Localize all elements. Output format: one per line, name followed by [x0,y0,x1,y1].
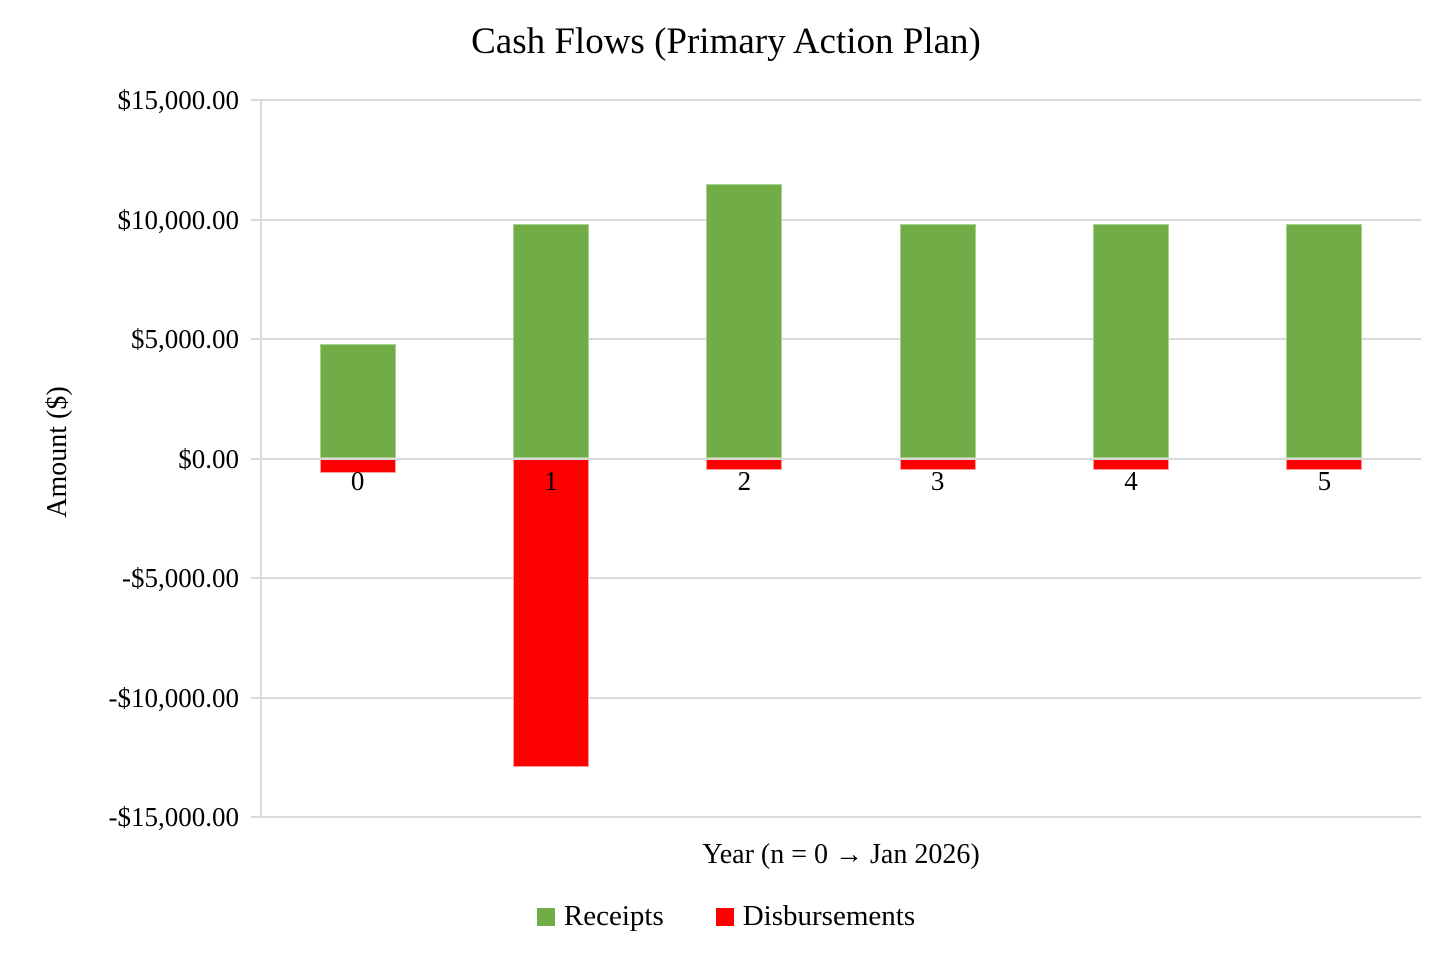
bar-receipts-year-3 [899,224,976,459]
y-tick-label: -$10,000.00 [108,682,240,713]
x-category-label: 0 [350,465,365,496]
legend-swatch-icon [536,907,555,926]
legend-swatch-icon [715,907,734,926]
x-category-label: 1 [544,465,558,496]
y-tick-mark [251,457,261,460]
zero-axis-line [261,457,1421,460]
y-tick-mark [251,218,261,221]
bar-receipts-year-5 [1286,224,1363,459]
category-slot: 5 [1228,100,1421,817]
gridline [261,218,1421,221]
y-tick-label: $5,000.00 [131,324,239,354]
gridline [261,577,1421,579]
x-category-label: 5 [1317,465,1332,496]
y-tick-label: $15,000.00 [117,85,240,115]
y-tick-mark [251,338,261,340]
y-tick-label: -$5,000.00 [122,563,239,593]
y-tick-label: -$15,000.00 [108,802,240,832]
category-slot: 3 [841,100,1034,817]
legend: Receipts Disbursements [0,900,1452,933]
gridline [261,338,1421,340]
plot-area: $15,000.00 $10,000.00 $5,000.00 $0.00 -$5,00… [109,85,1421,832]
bar-disbursements-year-1 [512,458,589,767]
gridline [261,696,1421,699]
legend-item-disbursements: Disbursements [715,900,916,933]
category-slot: 2 [648,100,841,817]
y-tick-mark [251,816,261,818]
bar-receipts-year-0 [319,343,396,459]
x-category-label: 4 [1124,465,1138,496]
legend-item-receipts: Receipts [536,900,664,933]
y-tick-mark [251,99,261,101]
category-slot: 1 [454,100,647,817]
category-slot: 4 [1034,100,1227,817]
gridline [261,99,1421,101]
x-category-label: 2 [737,465,752,496]
chart-title: Cash Flows (Primary Action Plan) [471,21,981,62]
x-category-label: 3 [930,465,945,496]
y-tick-mark [251,696,261,699]
legend-label: Disbursements [742,900,916,932]
bar-receipts-year-1 [512,224,589,459]
gridline [261,816,1421,818]
y-tick-label: $0.00 [178,443,239,474]
y-tick-mark [251,577,261,579]
x-axis-title: Year (n = 0 → Jan 2026) [702,839,980,870]
bar-receipts-year-4 [1092,224,1169,459]
y-tick-label: $10,000.00 [117,204,240,235]
legend-label: Receipts [563,900,664,932]
bar-receipts-year-2 [706,183,783,459]
